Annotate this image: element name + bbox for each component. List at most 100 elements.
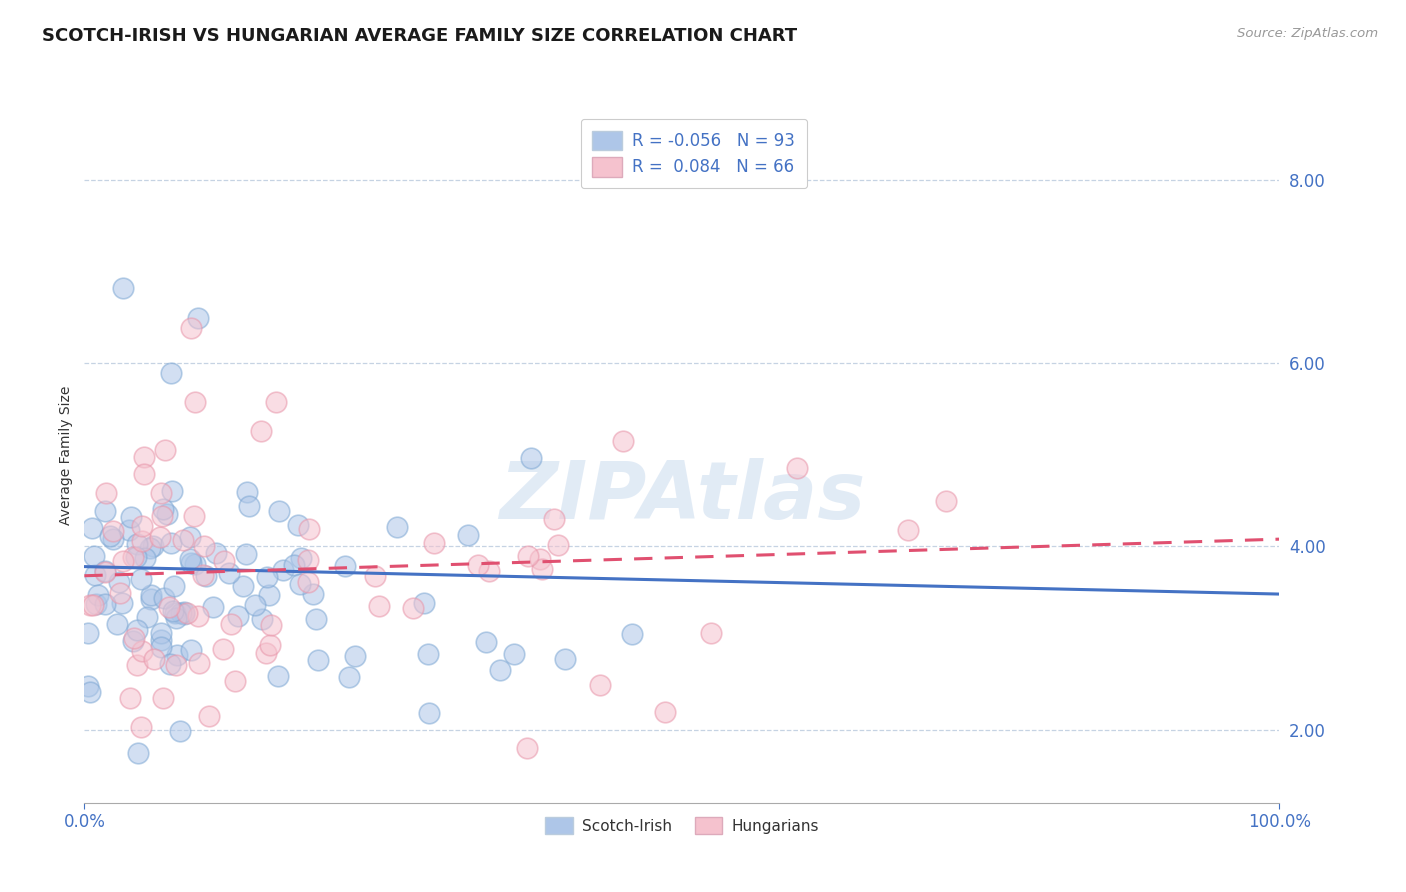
- Point: [94, 504, 117, 518]
- Point: [94, 485, 117, 500]
- Point: [612, 434, 634, 449]
- Point: [343, 648, 366, 663]
- Point: [287, 517, 309, 532]
- Point: [547, 538, 569, 552]
- Point: [93, 597, 115, 611]
- Point: [131, 643, 153, 657]
- Point: [589, 678, 612, 692]
- Point: [124, 549, 146, 564]
- Point: [654, 705, 676, 719]
- Point: [290, 577, 312, 591]
- Point: [218, 566, 240, 580]
- Point: [187, 609, 209, 624]
- Point: [198, 709, 221, 723]
- Point: [152, 690, 174, 705]
- Point: [160, 536, 183, 550]
- Point: [304, 612, 326, 626]
- Text: SCOTCH-IRISH VS HUNGARIAN AVERAGE FAMILY SIZE CORRELATION CHART: SCOTCH-IRISH VS HUNGARIAN AVERAGE FAMILY…: [42, 27, 797, 45]
- Point: [250, 612, 273, 626]
- Point: [139, 588, 162, 602]
- Point: [82, 598, 104, 612]
- Point: [183, 508, 205, 523]
- Point: [121, 549, 143, 564]
- Point: [165, 657, 187, 672]
- Point: [173, 605, 195, 619]
- Point: [474, 634, 496, 648]
- Point: [179, 530, 201, 544]
- Point: [245, 598, 267, 612]
- Point: [335, 559, 357, 574]
- Point: [159, 657, 181, 671]
- Point: [118, 523, 141, 537]
- Point: [138, 541, 160, 555]
- Point: [267, 504, 290, 518]
- Point: [457, 528, 479, 542]
- Point: [297, 553, 319, 567]
- Point: [127, 657, 149, 672]
- Point: [264, 395, 287, 409]
- Point: [79, 685, 101, 699]
- Point: [87, 588, 110, 602]
- Point: [131, 534, 153, 549]
- Point: [517, 549, 540, 563]
- Point: [786, 461, 808, 475]
- Point: [163, 606, 186, 620]
- Point: [142, 539, 165, 553]
- Point: [94, 565, 117, 579]
- Point: [162, 579, 184, 593]
- Point: [166, 648, 188, 663]
- Point: [519, 451, 541, 466]
- Point: [249, 425, 271, 439]
- Point: [193, 539, 215, 553]
- Point: [153, 591, 176, 605]
- Point: [150, 508, 173, 523]
- Legend: Scotch-Irish, Hungarians: Scotch-Irish, Hungarians: [538, 811, 825, 840]
- Point: [173, 607, 195, 622]
- Point: [82, 520, 104, 534]
- Point: [467, 558, 489, 573]
- Point: [298, 523, 321, 537]
- Point: [172, 533, 194, 547]
- Point: [935, 494, 957, 508]
- Point: [148, 530, 170, 544]
- Point: [131, 518, 153, 533]
- Point: [273, 563, 295, 577]
- Point: [150, 486, 173, 500]
- Point: [122, 631, 145, 645]
- Point: [256, 569, 278, 583]
- Point: [157, 599, 180, 614]
- Point: [101, 532, 124, 546]
- Point: [503, 647, 526, 661]
- Point: [418, 706, 440, 720]
- Point: [620, 627, 643, 641]
- Point: [226, 609, 249, 624]
- Point: [364, 568, 387, 582]
- Point: [516, 741, 538, 756]
- Point: [101, 524, 124, 538]
- Point: [180, 643, 202, 657]
- Point: [184, 557, 207, 571]
- Point: [418, 647, 440, 661]
- Point: [150, 640, 173, 654]
- Point: [224, 674, 246, 689]
- Point: [180, 321, 202, 335]
- Point: [77, 679, 100, 693]
- Point: [179, 552, 201, 566]
- Point: [170, 607, 193, 621]
- Point: [543, 512, 565, 526]
- Point: [554, 652, 576, 666]
- Point: [254, 646, 277, 660]
- Point: [297, 575, 319, 590]
- Point: [413, 596, 436, 610]
- Point: [897, 524, 920, 538]
- Point: [184, 395, 207, 409]
- Point: [699, 626, 721, 640]
- Point: [267, 669, 290, 683]
- Point: [489, 663, 512, 677]
- Point: [238, 500, 260, 514]
- Point: [111, 281, 134, 295]
- Point: [259, 638, 281, 652]
- Point: [77, 625, 100, 640]
- Point: [423, 536, 446, 550]
- Point: [307, 653, 329, 667]
